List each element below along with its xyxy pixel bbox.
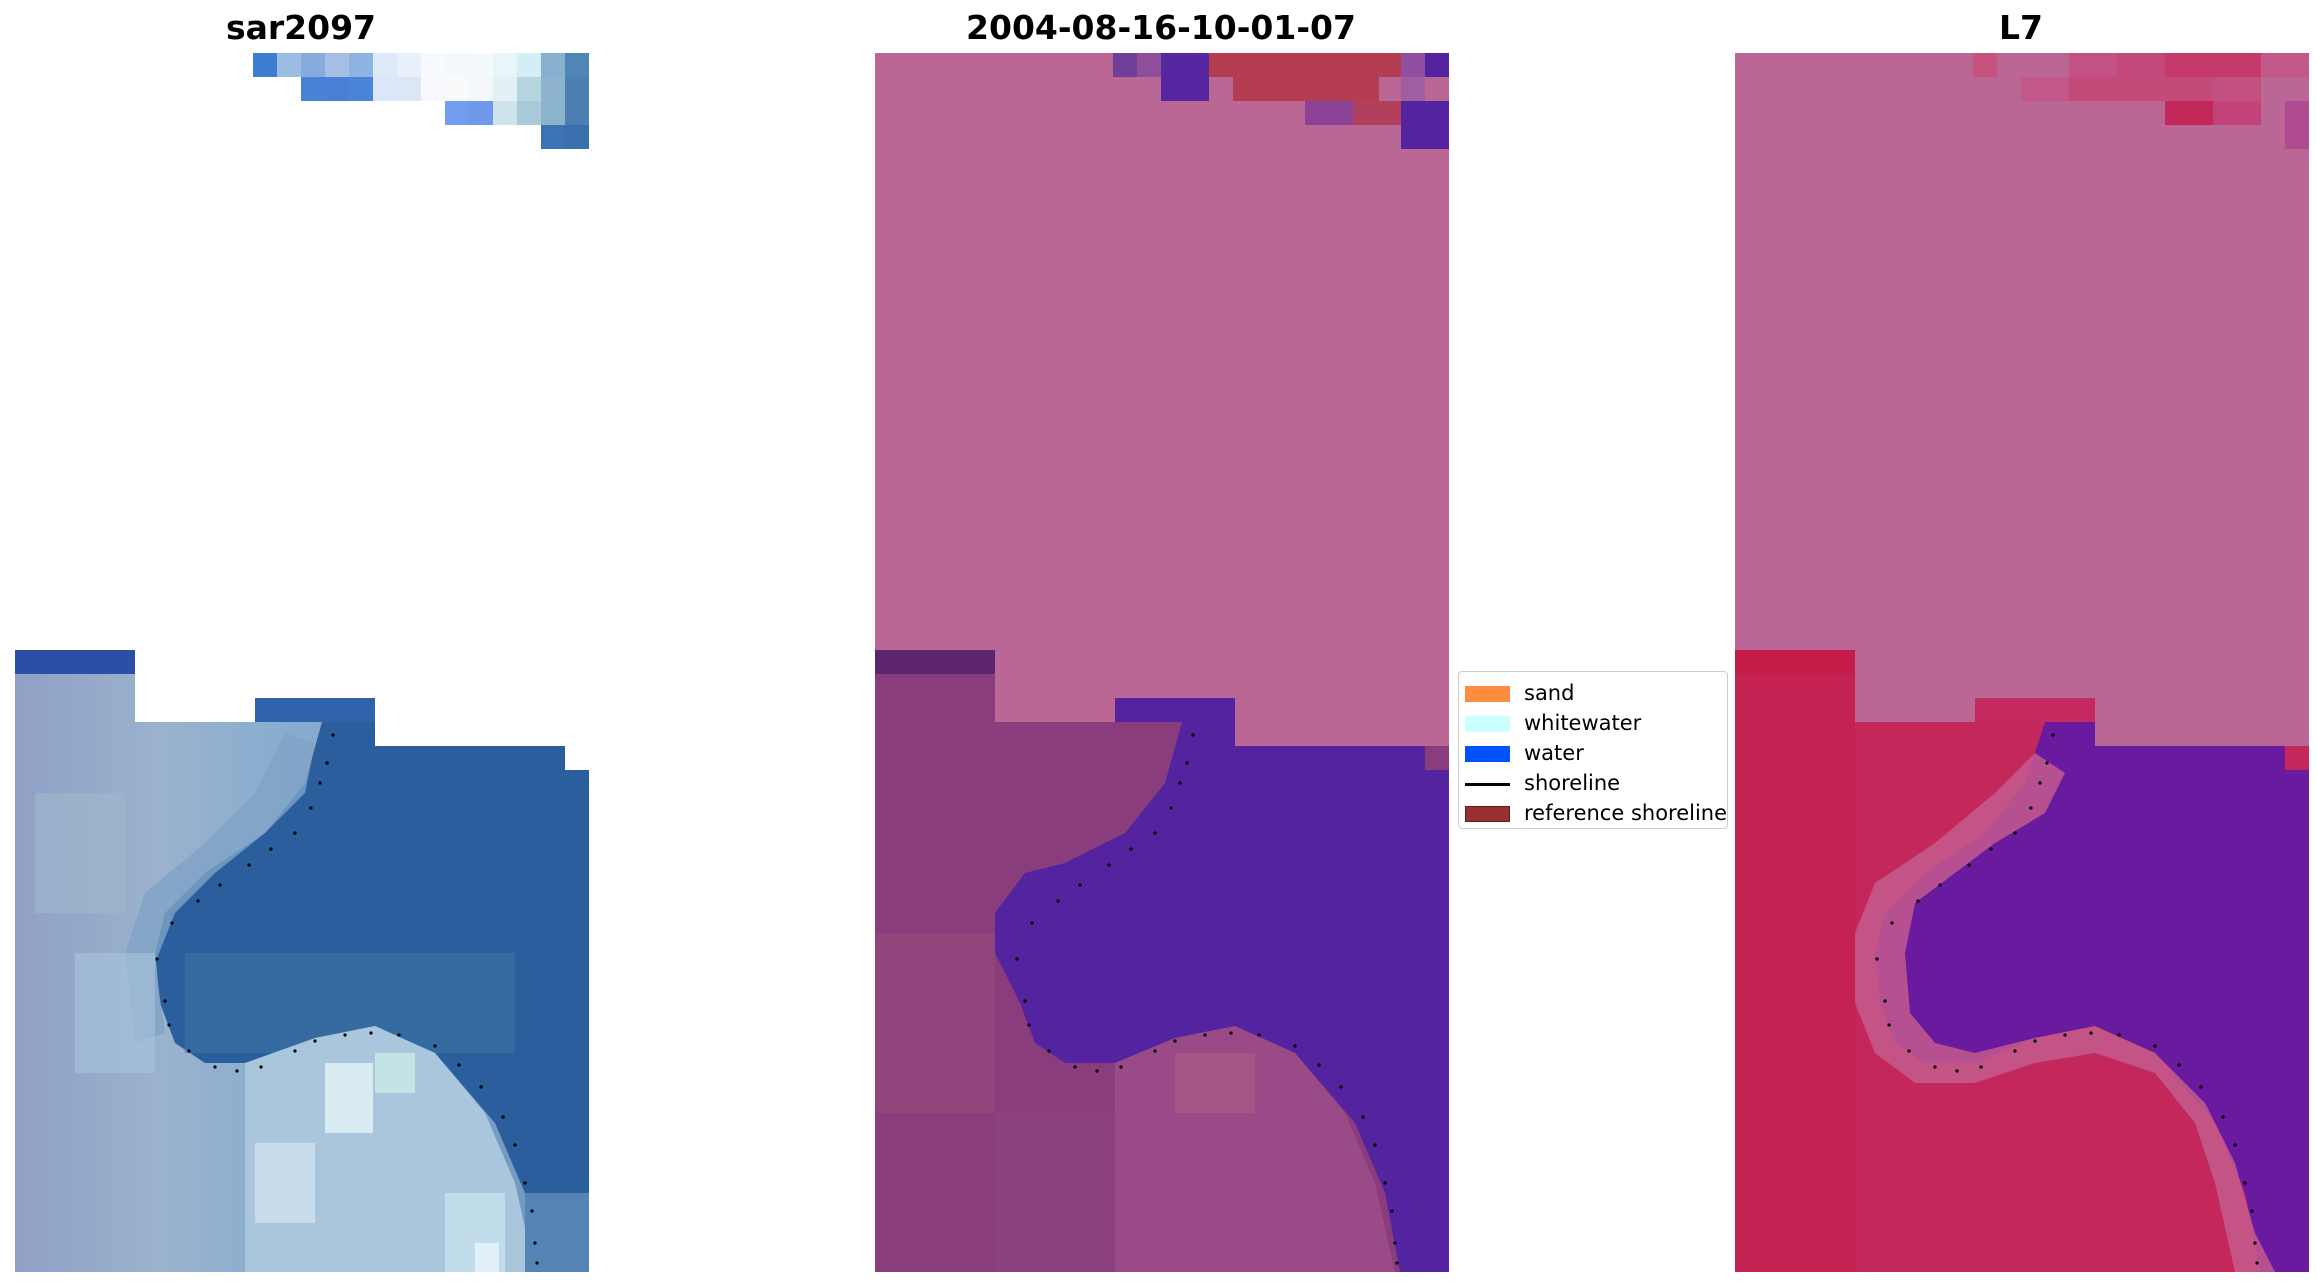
classification-panel bbox=[875, 53, 1449, 1272]
legend-item-sand: sand bbox=[1459, 678, 1727, 708]
l7-lower-area bbox=[1735, 650, 2309, 1272]
legend-item-reference-shoreline: reference shoreline bbox=[1459, 798, 1727, 828]
legend-label-sand: sand bbox=[1524, 681, 1575, 705]
legend-line-shoreline bbox=[1465, 783, 1510, 786]
shoreline-dots-panel-2 bbox=[1015, 733, 1399, 1265]
legend-item-water: water bbox=[1459, 738, 1727, 768]
l7-panel bbox=[1735, 53, 2309, 1272]
legend-label-reference-shoreline: reference shoreline bbox=[1524, 801, 1728, 825]
legend-swatch-whitewater bbox=[1465, 716, 1510, 732]
legend-item-whitewater: whitewater bbox=[1459, 708, 1727, 738]
legend: sand whitewater water shoreline referenc… bbox=[1458, 671, 1728, 829]
rgb-top-strip bbox=[253, 53, 589, 149]
rgb-image-panel bbox=[15, 53, 589, 1272]
legend-label-shoreline: shoreline bbox=[1524, 771, 1621, 795]
legend-swatch-water bbox=[1465, 746, 1510, 762]
classified-top-area bbox=[1113, 53, 1449, 149]
classified-lower-area bbox=[875, 650, 1449, 1272]
panel-title-sar2097: sar2097 bbox=[225, 8, 377, 47]
legend-swatch-sand bbox=[1465, 686, 1510, 702]
shoreline-dots-panel-3 bbox=[1875, 733, 2259, 1265]
l7-top-area bbox=[1973, 53, 2309, 149]
panel-title-date: 2004-08-16-10-01-07 bbox=[966, 8, 1356, 47]
legend-item-shoreline: shoreline bbox=[1459, 768, 1727, 798]
rgb-lower-image bbox=[15, 650, 589, 1272]
shoreline-dots-panel-1 bbox=[155, 733, 539, 1265]
panel-title-l7: L7 bbox=[1999, 8, 2043, 47]
legend-swatch-reference-shoreline bbox=[1465, 806, 1510, 822]
legend-label-whitewater: whitewater bbox=[1524, 711, 1642, 735]
legend-label-water: water bbox=[1524, 741, 1584, 765]
